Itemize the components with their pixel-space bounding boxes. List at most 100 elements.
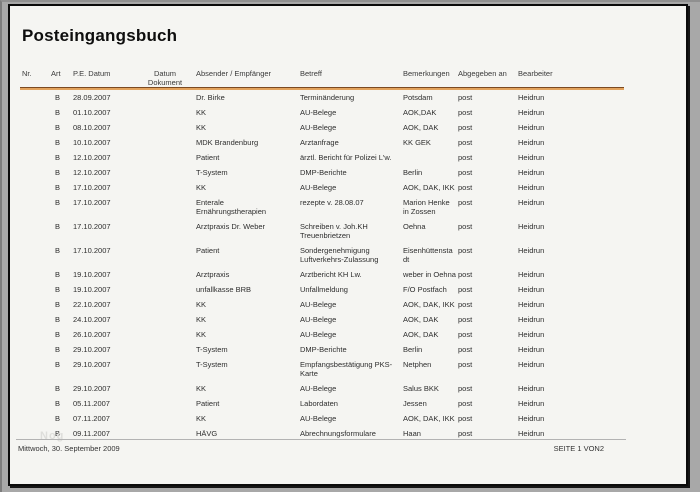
cell-bemerkungen: KK GEK — [403, 138, 431, 147]
table-row: B 10.10.2007 MDK Brandenburg Arztanfrage… — [22, 135, 623, 150]
cell-bemerkungen: AOK, DAK — [403, 330, 439, 339]
table-body: B 28.09.2007 Dr. Birke Terminänderung Po… — [22, 90, 626, 441]
header-separator-line — [20, 87, 624, 90]
cell-abgegeben-an: post — [458, 345, 473, 354]
cell-abgegeben-an: post — [458, 93, 473, 102]
cell-bearbeiter: Heidrun — [518, 222, 545, 231]
cell-datum-dokument — [138, 120, 196, 135]
cell-betreff: Abrechnungsformulare — [300, 429, 376, 438]
cell-absender-empfaenger: Patient — [196, 153, 220, 162]
cell-bemerkungen: Jessen — [403, 399, 427, 408]
cell-absender-empfaenger: Patient — [196, 399, 220, 408]
cell-datum-dokument — [138, 381, 196, 396]
cell-bemerkungen: Salus BKK — [403, 384, 439, 393]
cell-bearbeiter: Heidrun — [518, 123, 545, 132]
cell-bearbeiter: Heidrun — [518, 270, 545, 279]
cell-bemerkungen: Oehna — [403, 222, 426, 231]
cell-nr — [22, 297, 51, 312]
cell-nr — [22, 381, 51, 396]
cell-datum-dokument — [138, 180, 196, 195]
cell-art: B — [55, 270, 61, 279]
cell-nr — [22, 327, 51, 342]
cell-pe-datum: 17.10.2007 — [73, 246, 111, 255]
cell-absender-empfaenger: KK — [196, 108, 207, 117]
cell-nr — [22, 342, 51, 357]
cell-bemerkungen: Netphen — [403, 360, 432, 369]
cell-abgegeben-an: post — [458, 108, 473, 117]
col-header-pe-datum: P.E. Datum — [73, 69, 111, 78]
cell-bearbeiter: Heidrun — [518, 414, 545, 423]
cell-betreff: Arztbericht KH Lw. — [300, 270, 362, 279]
footer-page-indicator: SEITE 1 VON2 — [553, 444, 604, 453]
cell-abgegeben-an: post — [458, 384, 473, 393]
cell-pe-datum: 17.10.2007 — [73, 222, 111, 231]
cell-betreff: AU-Belege — [300, 123, 337, 132]
cell-bemerkungen: Potsdam — [403, 93, 433, 102]
cell-pe-datum: 29.10.2007 — [73, 360, 111, 369]
cell-bemerkungen: AOK, DAK — [403, 123, 439, 132]
cell-art: B — [55, 198, 61, 207]
cell-art: B — [55, 246, 61, 255]
cell-abgegeben-an: post — [458, 123, 473, 132]
cell-abgegeben-an: post — [458, 300, 473, 309]
cell-nr — [22, 165, 51, 180]
cell-nr — [22, 219, 51, 243]
table-row: B 17.10.2007 Arztpraxis Dr. Weber Schrei… — [22, 219, 623, 243]
cell-betreff: Labordaten — [300, 399, 338, 408]
cell-absender-empfaenger: unfallkasse BRB — [196, 285, 252, 294]
cell-pe-datum: 17.10.2007 — [73, 198, 111, 207]
cell-betreff: Terminänderung — [300, 93, 355, 102]
cell-bemerkungen: F/O Postfach — [403, 285, 447, 294]
cell-pe-datum: 19.10.2007 — [73, 285, 111, 294]
cell-bearbeiter: Heidrun — [518, 183, 545, 192]
cell-abgegeben-an: post — [458, 222, 473, 231]
cell-datum-dokument — [138, 135, 196, 150]
table-row: B 12.10.2007 T-System DMP-Berichte Berli… — [22, 165, 623, 180]
cell-absender-empfaenger: KK — [196, 414, 207, 423]
cell-bearbeiter: Heidrun — [518, 285, 545, 294]
cell-absender-empfaenger: T-System — [196, 360, 228, 369]
col-header-bemerkungen: Bemerkungen — [403, 69, 450, 78]
cell-betreff: AU-Belege — [300, 300, 337, 309]
cell-art: B — [55, 429, 61, 438]
cell-pe-datum: 29.10.2007 — [73, 345, 111, 354]
table-row: B 28.09.2007 Dr. Birke Terminänderung Po… — [22, 90, 623, 105]
cell-betreff: Empfangsbestätigung PKS-Karte — [300, 360, 393, 378]
cell-bearbeiter: Heidrun — [518, 429, 545, 438]
table-row: B 19.10.2007 Arztpraxis Arztbericht KH L… — [22, 267, 623, 282]
cell-datum-dokument — [138, 243, 196, 267]
cell-datum-dokument — [138, 267, 196, 282]
cell-bearbeiter: Heidrun — [518, 198, 545, 207]
table-row: B 09.11.2007 HÄVG Abrechnungsformulare H… — [22, 426, 623, 441]
col-header-absender-empfaenger: Absender / Empfänger — [196, 69, 272, 78]
cell-pe-datum: 26.10.2007 — [73, 330, 111, 339]
cell-abgegeben-an: post — [458, 285, 473, 294]
cell-betreff: AU-Belege — [300, 315, 337, 324]
cell-art: B — [55, 183, 61, 192]
table-row: B 07.11.2007 KK AU-Belege AOK, DAK, IKK … — [22, 411, 623, 426]
table-row: B 22.10.2007 KK AU-Belege AOK, DAK, IKK … — [22, 297, 623, 312]
cell-datum-dokument — [138, 342, 196, 357]
cell-art: B — [55, 315, 61, 324]
cell-datum-dokument — [138, 165, 196, 180]
cell-absender-empfaenger: KK — [196, 330, 207, 339]
col-header-betreff: Betreff — [300, 69, 322, 78]
cell-bemerkungen: AOK, DAK, IKK — [403, 300, 455, 309]
table-row: B 24.10.2007 KK AU-Belege AOK, DAK post … — [22, 312, 623, 327]
cell-bemerkungen — [403, 150, 458, 165]
cell-bearbeiter: Heidrun — [518, 246, 545, 255]
table-row: B 08.10.2007 KK AU-Belege AOK, DAK post … — [22, 120, 623, 135]
cell-bemerkungen: Berlin — [403, 345, 423, 354]
cell-bearbeiter: Heidrun — [518, 330, 545, 339]
cell-absender-empfaenger: Enterale Ernährungstherapien — [196, 198, 267, 216]
cell-nr — [22, 180, 51, 195]
cell-betreff: DMP-Berichte — [300, 168, 347, 177]
cell-art: B — [55, 399, 61, 408]
cell-betreff: Schreiben v. Joh.KH Treuenbrietzen — [300, 222, 368, 240]
cell-abgegeben-an: post — [458, 246, 473, 255]
cell-art: B — [55, 384, 61, 393]
cell-pe-datum: 09.11.2007 — [73, 429, 110, 438]
cell-abgegeben-an: post — [458, 330, 473, 339]
cell-art: B — [55, 285, 61, 294]
